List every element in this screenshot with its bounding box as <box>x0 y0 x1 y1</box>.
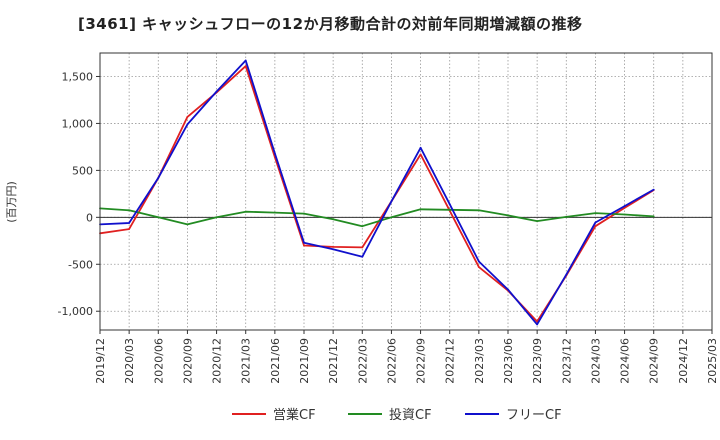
y-axis-label: (百万円) <box>5 181 18 223</box>
data-point <box>361 246 364 249</box>
series-line-3 <box>99 59 655 326</box>
series-lines <box>99 59 655 326</box>
data-point <box>157 216 160 219</box>
data-point <box>128 222 131 224</box>
legend-label: 営業CF <box>273 407 316 423</box>
data-point <box>244 210 247 213</box>
data-point <box>186 223 189 226</box>
data-point <box>448 208 451 211</box>
data-point <box>332 246 335 248</box>
y-tick-label: 1,500 <box>62 70 94 83</box>
legend-item-3: フリーCF <box>465 408 562 423</box>
data-point <box>507 214 509 217</box>
x-tick-label: 2023/06 <box>502 338 515 384</box>
data-point <box>390 216 393 219</box>
data-point <box>128 209 131 212</box>
data-point <box>419 146 422 149</box>
x-tick-label: 2019/12 <box>94 338 107 384</box>
x-tick-label: 2020/09 <box>181 338 194 384</box>
y-tick-label: 500 <box>72 164 93 177</box>
data-point <box>623 205 626 207</box>
data-point <box>244 59 247 62</box>
x-tick-label: 2023/12 <box>560 338 573 384</box>
x-tick-label: 2025/03 <box>706 338 719 384</box>
data-point <box>303 244 305 247</box>
y-tick-label: -500 <box>68 258 93 271</box>
data-point <box>536 220 539 222</box>
legend-item-1: 営業CF <box>232 407 316 423</box>
data-point <box>215 90 218 93</box>
series-line-1 <box>99 65 655 323</box>
data-point <box>507 288 509 291</box>
data-point <box>477 209 480 212</box>
x-tick-label: 2020/12 <box>211 338 224 384</box>
data-point <box>419 153 422 156</box>
x-tick-label: 2023/03 <box>473 338 486 384</box>
data-point <box>477 260 480 263</box>
data-point <box>128 228 131 230</box>
x-tick-label: 2024/03 <box>589 338 602 384</box>
data-point <box>419 208 422 211</box>
chart-title: [3461] キャッシュフローの12か月移動合計の対前年同期増減額の推移 <box>78 15 583 33</box>
data-point <box>565 273 568 276</box>
data-point <box>652 188 655 191</box>
data-point <box>332 218 335 221</box>
y-tick-label: -1,000 <box>58 305 93 318</box>
data-point <box>448 203 451 206</box>
data-point <box>594 225 597 228</box>
x-tick-label: 2021/06 <box>269 338 282 384</box>
x-tick-label: 2021/03 <box>240 338 253 384</box>
data-point <box>273 152 276 155</box>
x-tick-label: 2024/09 <box>648 338 661 384</box>
data-point <box>536 323 539 326</box>
legend: 営業CF 投資CF フリーCF <box>232 407 562 423</box>
data-point <box>244 65 247 68</box>
x-tick-label: 2020/03 <box>123 338 136 384</box>
x-tick-label: 2021/09 <box>298 338 311 384</box>
x-tick-label: 2021/12 <box>327 338 340 384</box>
legend-label: 投資CF <box>389 407 432 423</box>
x-tick-label: 2022/06 <box>385 338 398 384</box>
grid-lines <box>99 53 713 330</box>
data-point <box>623 207 626 209</box>
data-point <box>303 241 305 244</box>
y-tick-label: 0 <box>86 211 93 224</box>
legend-label: フリーCF <box>506 408 562 423</box>
x-axis-ticks: 2019/12 2020/03 2020/06 2020/09 2020/12 2021/… <box>94 330 719 384</box>
data-point <box>157 176 160 179</box>
x-tick-label: 2022/09 <box>415 338 428 384</box>
data-point <box>623 213 626 216</box>
data-point <box>361 225 364 228</box>
legend-item-2: 投資CF <box>348 407 432 423</box>
x-tick-label: 2024/06 <box>619 338 632 384</box>
data-point <box>303 212 305 215</box>
x-tick-label: 2020/06 <box>152 338 165 384</box>
data-point <box>273 211 276 214</box>
data-point <box>186 123 189 126</box>
data-point <box>390 200 393 203</box>
data-point <box>332 248 335 251</box>
data-point <box>594 221 597 224</box>
y-tick-label: 1,000 <box>62 117 94 130</box>
data-point <box>215 216 218 219</box>
plot-frame <box>99 52 713 331</box>
series-line-2 <box>99 207 654 228</box>
data-point <box>594 212 597 214</box>
x-tick-label: 2022/03 <box>356 338 369 384</box>
data-point <box>477 266 480 268</box>
data-point <box>652 215 655 218</box>
data-point <box>186 115 189 118</box>
data-point <box>565 215 568 218</box>
x-tick-label: 2024/12 <box>677 338 690 384</box>
y-axis-ticks: 1,500 1,000 500 0 -500 -1,000 <box>58 70 100 318</box>
x-tick-label: 2023/09 <box>531 338 544 384</box>
data-point <box>361 255 364 258</box>
x-tick-label: 2022/12 <box>444 338 457 384</box>
